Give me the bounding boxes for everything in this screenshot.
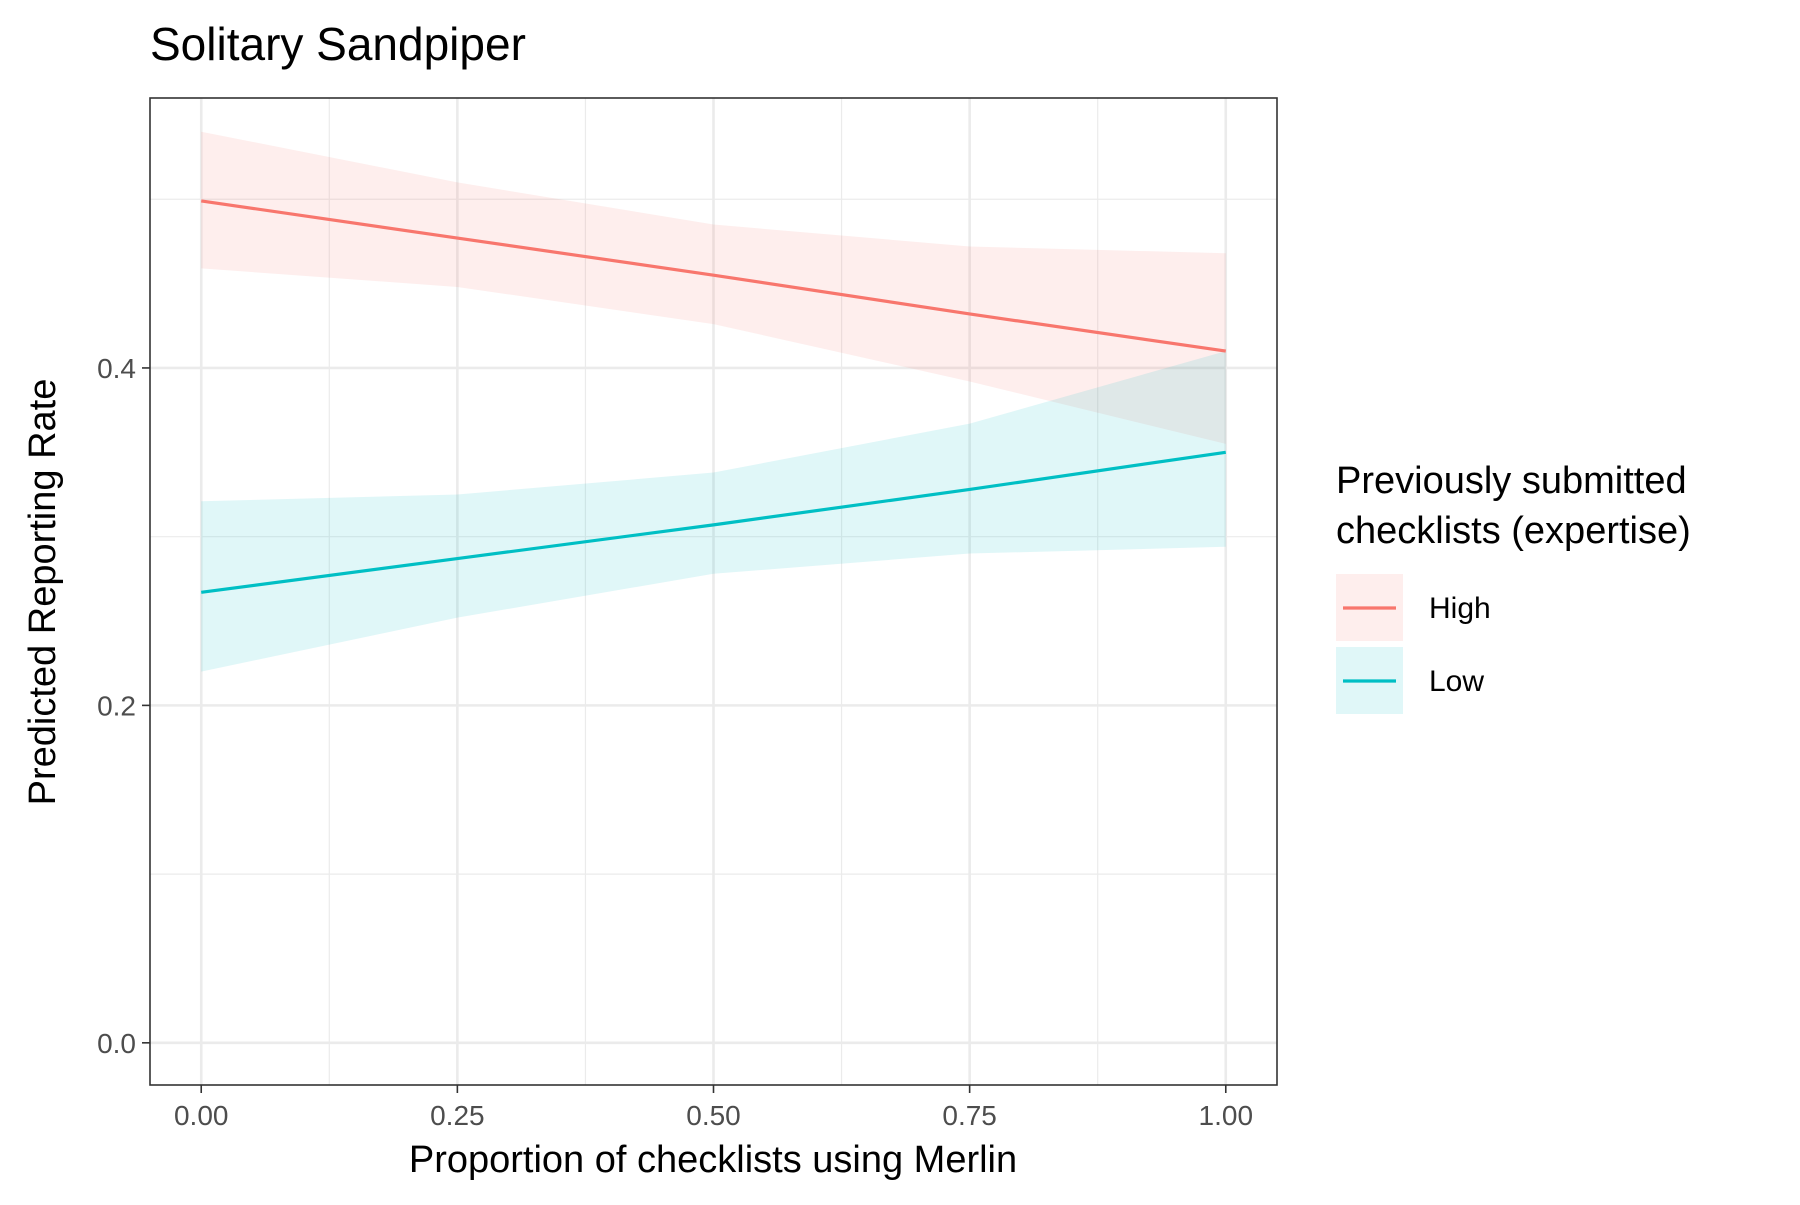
legend-title-line: checklists (expertise) xyxy=(1336,510,1691,552)
confidence-band-low xyxy=(201,351,1226,672)
y-tick-label: 0.4 xyxy=(97,353,136,384)
x-tick-label: 0.75 xyxy=(942,1100,997,1131)
chart-title: Solitary Sandpiper xyxy=(150,18,526,70)
series-line-low xyxy=(201,450,1227,594)
x-axis-title: Proportion of checklists using Merlin xyxy=(409,1139,1017,1181)
legend-key-low: Low xyxy=(1336,647,1484,714)
legend: Previously submitted checklists (expertis… xyxy=(1336,460,1691,714)
x-tick-label: 1.00 xyxy=(1199,1100,1254,1131)
x-tick-label: 0.50 xyxy=(686,1100,741,1131)
y-tick-label: 0.0 xyxy=(97,1028,136,1059)
legend-key-high: High xyxy=(1336,574,1491,641)
x-tick-label: 0.25 xyxy=(430,1100,485,1131)
confidence-band-high xyxy=(201,131,1226,444)
legend-label: Low xyxy=(1429,665,1484,698)
y-axis-title: Predicted Reporting Rate xyxy=(22,379,64,806)
y-tick-label: 0.2 xyxy=(97,690,136,721)
x-tick-label: 0.00 xyxy=(174,1100,229,1131)
series-line-high xyxy=(200,199,1227,353)
legend-label: High xyxy=(1429,592,1491,625)
legend-title-line: Previously submitted xyxy=(1336,460,1687,502)
